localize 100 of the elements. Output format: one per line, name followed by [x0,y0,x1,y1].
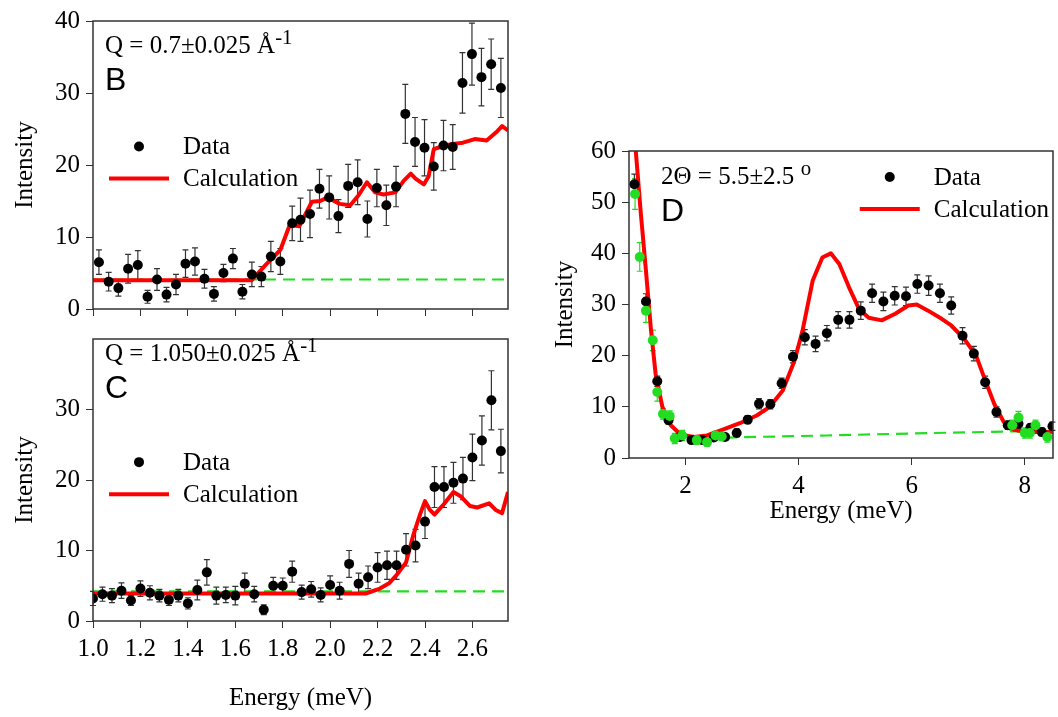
x-tick-label: 6 [905,470,918,498]
y-tick-label: 30 [591,289,616,317]
y-tick-label: 10 [55,535,80,563]
x-tick-label: 2.6 [456,633,489,661]
point [371,183,382,194]
point [419,142,430,153]
point [429,482,440,493]
annotation: Q = 0.7±0.025 Å$^{-1}$ [105,25,293,59]
point [946,300,957,311]
point [934,288,945,299]
point [401,544,412,555]
point [957,330,968,341]
legend-label: Calculation [183,164,299,191]
point [391,560,402,571]
point [268,580,279,591]
legend-label: Calculation [933,194,1050,222]
x-tick-label: 1.0 [77,633,109,661]
point [420,516,430,527]
x-tick-label: 2.0 [314,633,346,661]
x-tick-label: 8 [1018,470,1031,498]
point [476,435,487,446]
y-tick-label: 0 [603,442,616,470]
annotation: C [105,369,129,405]
point [314,183,325,194]
y-tick-label: 20 [591,340,616,368]
point [438,482,449,493]
point [218,268,229,278]
y-tick-label: 50 [591,186,616,214]
annotation: 2Θ = 5.5±2.5 $^{o}$ [661,156,812,190]
y-tick-label: 20 [55,149,80,177]
point [486,59,497,70]
y-tick-label: 10 [55,221,80,249]
x-tick-label: 2.4 [409,633,442,661]
point [189,256,200,267]
point [634,251,645,262]
y-tick-label: 30 [55,394,80,422]
annotation: B [105,61,127,97]
point [287,218,298,229]
point [363,572,374,583]
legend-label: Data [183,132,231,159]
legend-label: Data [933,162,981,190]
point [295,214,306,225]
point [199,273,210,284]
point [211,590,222,601]
point [400,108,411,119]
x-tick-label: 1.8 [267,633,299,661]
legend-label: Calculation [183,479,299,507]
point [362,214,373,224]
point [227,253,238,264]
point [333,211,344,222]
point [324,192,335,203]
point [116,585,127,596]
point [410,540,421,551]
point [220,589,231,600]
point [855,305,866,316]
point [844,314,855,325]
point [448,477,459,488]
point [447,142,458,152]
y-axis-title: Intensity [549,260,577,349]
point [438,140,449,151]
point [180,258,191,269]
point [495,446,506,457]
point [810,338,821,349]
point [372,562,383,573]
y-tick-label: 40 [55,5,80,33]
x-axis-title: Energy (meV) [228,682,373,711]
point [410,136,421,147]
y-tick-label: 60 [591,135,616,163]
y-tick-label: 0 [67,605,80,633]
point [799,332,810,343]
x-tick-label: 2 [679,470,692,498]
point [325,580,336,591]
point [265,251,276,262]
point [428,161,439,172]
point [239,578,250,589]
point [334,585,345,596]
point [901,291,912,302]
point [629,179,640,190]
y-axis-title: Intensity [9,435,37,524]
annotation: D [661,192,685,228]
point [113,283,124,294]
point [889,290,900,301]
point [256,271,267,282]
point [391,181,402,192]
point [277,580,288,591]
point [630,188,641,199]
point [123,263,134,274]
x-tick-label: 2.2 [361,633,394,661]
point [833,314,844,325]
point [275,256,286,267]
point [457,473,468,484]
point [640,305,651,316]
point [467,452,478,463]
point [352,177,363,188]
y-tick-label: 10 [591,391,616,419]
point [304,208,315,219]
point [457,77,468,88]
point [867,288,878,299]
point [878,296,889,307]
point [103,276,114,287]
